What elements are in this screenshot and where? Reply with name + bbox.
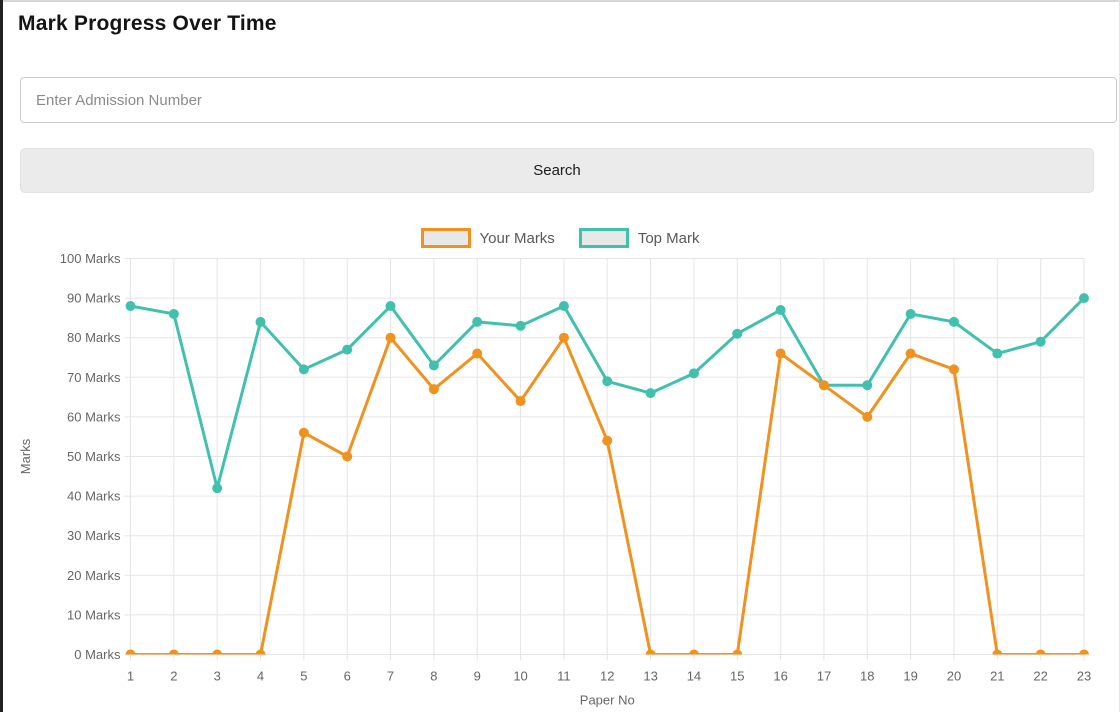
data-point xyxy=(515,320,526,331)
series-your-marks xyxy=(125,332,1089,655)
x-axis-title: Paper No xyxy=(580,693,635,708)
x-tick-label: 23 xyxy=(1077,669,1091,684)
y-tick-label: 60 Marks xyxy=(67,409,121,424)
data-point xyxy=(472,316,483,327)
data-point xyxy=(125,301,136,312)
legend-label: Top Mark xyxy=(637,229,700,247)
y-tick-label: 50 Marks xyxy=(67,449,121,464)
legend-color-box xyxy=(420,228,471,248)
data-point xyxy=(732,328,743,339)
legend-label: Your Marks xyxy=(479,229,555,247)
x-tick-label: 10 xyxy=(513,669,527,684)
data-point xyxy=(255,649,266,655)
x-tick-label: 17 xyxy=(817,669,831,684)
x-tick-label: 15 xyxy=(730,669,744,684)
data-point xyxy=(905,348,916,359)
data-point xyxy=(385,332,396,343)
data-point xyxy=(428,384,439,395)
x-tick-label: 3 xyxy=(214,669,221,684)
data-point xyxy=(1079,293,1089,304)
x-tick-label: 6 xyxy=(344,669,351,684)
window-top-border xyxy=(0,0,1120,2)
data-point xyxy=(1035,649,1046,655)
y-tick-label: 10 Marks xyxy=(67,607,121,622)
x-tick-label: 18 xyxy=(860,669,874,684)
data-point xyxy=(645,388,656,399)
x-tick-label: 4 xyxy=(257,669,264,684)
data-point xyxy=(905,308,916,319)
data-point xyxy=(688,649,699,655)
data-point xyxy=(992,348,1003,359)
data-point xyxy=(645,649,656,655)
y-axis-title: Marks xyxy=(18,438,33,474)
data-point xyxy=(472,348,483,359)
x-tick-label: 16 xyxy=(773,669,787,684)
data-point xyxy=(862,411,873,422)
chart-tick-labels: 0 Marks 10 Marks 20 Marks 30 Marks 40 Marks 5… xyxy=(60,252,1091,684)
data-point xyxy=(992,649,1003,655)
x-tick-label: 19 xyxy=(903,669,917,684)
chart-grid xyxy=(124,258,1085,661)
data-point xyxy=(125,649,136,655)
x-tick-label: 14 xyxy=(687,669,701,684)
data-point xyxy=(948,316,959,327)
legend-item-your-marks[interactable]: Your Marks xyxy=(420,228,555,248)
window-left-border xyxy=(0,0,3,712)
x-tick-label: 11 xyxy=(557,669,571,684)
data-point xyxy=(212,649,223,655)
data-point xyxy=(515,396,526,407)
data-point xyxy=(688,368,699,379)
data-point xyxy=(602,435,613,446)
data-point xyxy=(298,364,309,375)
data-point xyxy=(818,380,829,391)
y-tick-label: 0 Marks xyxy=(74,647,121,662)
y-tick-label: 90 Marks xyxy=(67,291,121,306)
x-tick-label: 1 xyxy=(127,669,134,684)
y-tick-label: 70 Marks xyxy=(67,370,121,385)
series-top-mark xyxy=(125,293,1089,494)
data-point xyxy=(342,344,353,355)
y-tick-label: 40 Marks xyxy=(67,489,121,504)
data-point xyxy=(732,649,743,655)
chart-svg: 0 Marks 10 Marks 20 Marks 30 Marks 40 Marks 5… xyxy=(18,252,1091,708)
data-point xyxy=(255,316,266,327)
x-tick-label: 20 xyxy=(947,669,961,684)
data-point xyxy=(168,649,179,655)
data-point xyxy=(948,364,959,375)
data-point xyxy=(775,348,786,359)
data-point xyxy=(1079,649,1089,655)
legend-color-box xyxy=(578,228,629,248)
data-point xyxy=(775,304,786,315)
legend-item-top-mark[interactable]: Top Mark xyxy=(578,228,700,248)
x-tick-label: 5 xyxy=(300,669,307,684)
data-point xyxy=(602,376,613,387)
x-tick-label: 9 xyxy=(474,669,481,684)
x-tick-label: 8 xyxy=(430,669,437,684)
admission-number-input[interactable] xyxy=(20,77,1117,123)
data-point xyxy=(558,332,569,343)
x-tick-label: 22 xyxy=(1033,669,1047,684)
y-tick-label: 80 Marks xyxy=(67,330,121,345)
data-point xyxy=(862,380,873,391)
data-point xyxy=(558,301,569,312)
data-point xyxy=(298,427,309,438)
data-point xyxy=(212,483,223,494)
page-title: Mark Progress Over Time xyxy=(18,12,277,35)
chart-legend: Your Marks Top Mark xyxy=(0,227,1120,249)
data-point xyxy=(385,301,396,312)
x-tick-label: 7 xyxy=(387,669,394,684)
y-tick-label: 30 Marks xyxy=(67,528,121,543)
data-point xyxy=(1035,336,1046,347)
y-tick-label: 20 Marks xyxy=(67,568,121,583)
data-point xyxy=(428,360,439,371)
search-button[interactable]: Search xyxy=(20,148,1094,193)
x-tick-label: 12 xyxy=(600,669,614,684)
data-point xyxy=(342,451,353,462)
x-tick-label: 13 xyxy=(643,669,657,684)
x-tick-label: 2 xyxy=(170,669,177,684)
x-tick-label: 21 xyxy=(990,669,1004,684)
y-tick-label: 100 Marks xyxy=(60,252,121,266)
data-point xyxy=(168,308,179,319)
